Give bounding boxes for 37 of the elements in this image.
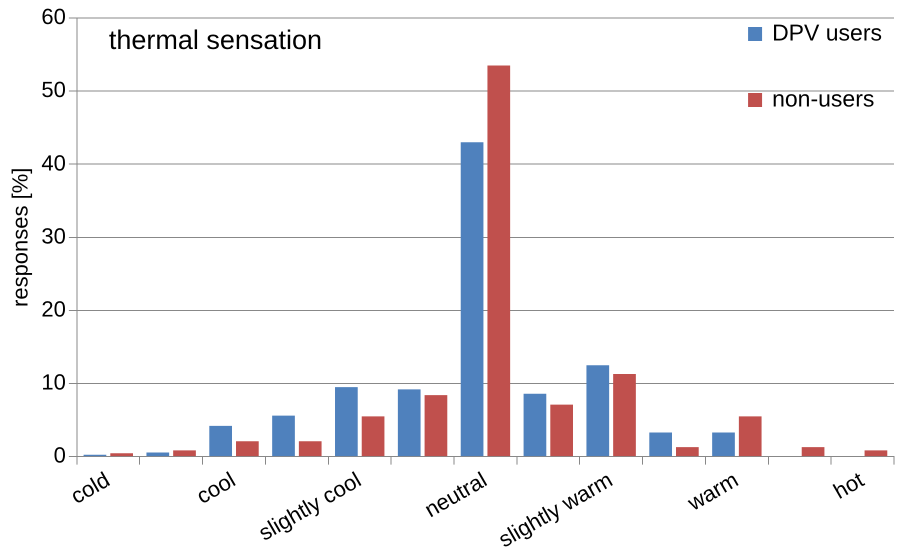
bar xyxy=(272,416,295,456)
x-tick-label: hot xyxy=(829,466,868,504)
y-axis-title: responses [%] xyxy=(7,168,32,307)
y-tick-label: 20 xyxy=(41,296,66,322)
bar xyxy=(460,142,484,456)
bar xyxy=(649,432,672,456)
y-tick-label: 0 xyxy=(54,442,66,468)
bar xyxy=(738,416,762,456)
bar xyxy=(173,450,196,456)
y-tick-label: 40 xyxy=(41,150,66,176)
bar xyxy=(146,452,170,456)
bar xyxy=(487,66,510,456)
chart-title: thermal sensation xyxy=(108,24,322,55)
x-tick-label: cold xyxy=(66,466,114,509)
bar xyxy=(236,441,259,456)
bar xyxy=(712,432,735,456)
bar xyxy=(335,387,358,456)
bar xyxy=(524,394,546,456)
legend-label: non-users xyxy=(772,85,874,112)
bar xyxy=(676,447,699,456)
bar xyxy=(209,426,232,456)
bar xyxy=(424,395,448,456)
bar xyxy=(550,404,573,456)
bar xyxy=(398,389,421,456)
bar xyxy=(586,365,610,456)
bar xyxy=(613,374,636,456)
bar xyxy=(298,441,322,456)
bar xyxy=(362,416,384,456)
y-tick-label: 30 xyxy=(41,223,66,248)
legend-label: DPV users xyxy=(772,19,882,46)
y-tick-label: 60 xyxy=(41,4,66,30)
y-tick-label: 50 xyxy=(41,77,66,102)
bar xyxy=(864,450,888,456)
y-tick-label: 10 xyxy=(41,370,66,395)
x-tick-label: warm xyxy=(682,466,742,516)
x-tick-label: cool xyxy=(192,466,240,509)
bar xyxy=(802,447,824,456)
